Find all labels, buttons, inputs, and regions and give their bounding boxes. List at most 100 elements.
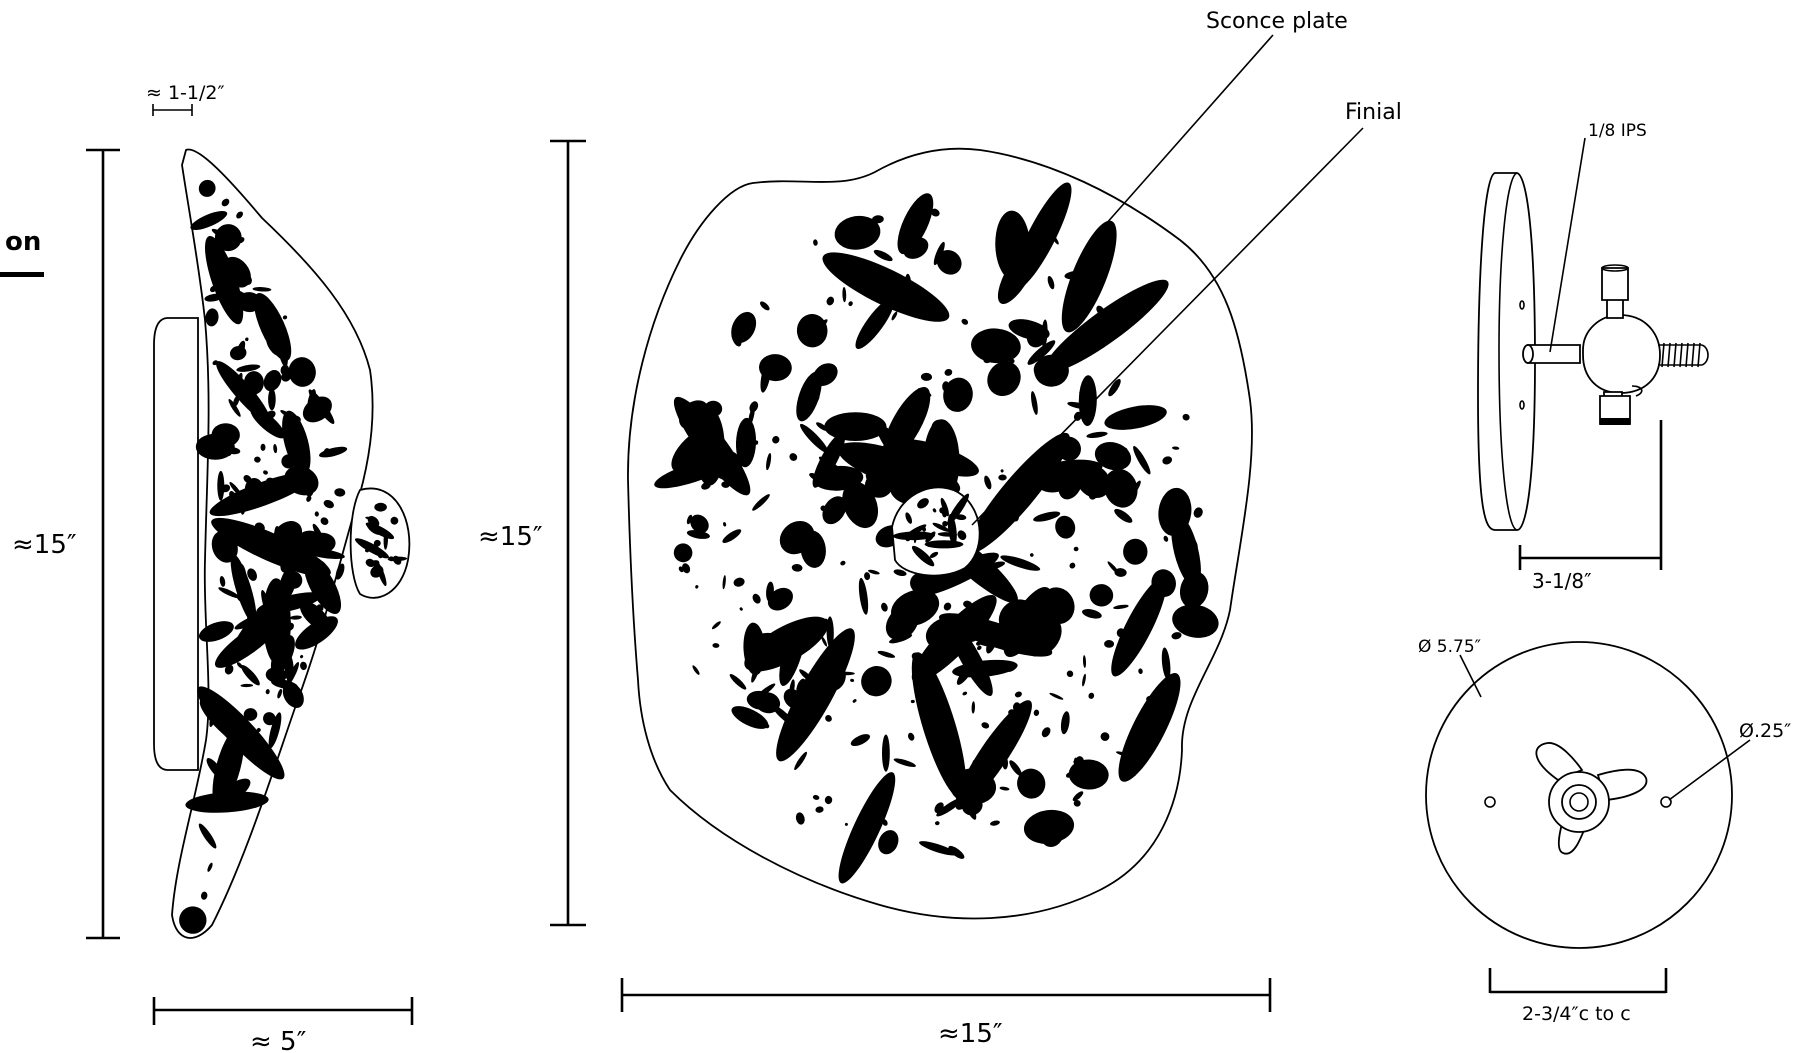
glass-spot xyxy=(1171,632,1182,640)
glass-spot xyxy=(243,274,252,286)
glass-spot xyxy=(1116,751,1132,758)
glass-spot xyxy=(323,499,334,509)
glass-spot xyxy=(1031,391,1038,415)
plate-diameter-leader xyxy=(1459,654,1482,698)
mount-plate-side xyxy=(1477,172,1536,531)
glass-spot xyxy=(268,388,276,411)
crossbar-hub-ring xyxy=(1561,784,1597,820)
glass-spot xyxy=(204,293,224,302)
plate-diameter-label: Ø 5.75″ xyxy=(1418,637,1481,657)
glass-spot xyxy=(911,652,923,663)
glass-spot xyxy=(256,592,322,615)
glass-spot xyxy=(1094,442,1132,471)
glass-spot xyxy=(247,568,257,581)
glass-spot xyxy=(760,301,770,311)
glass-spot xyxy=(840,560,846,566)
mount-depth-dimension xyxy=(1518,420,1663,570)
glass-spot xyxy=(1030,553,1034,557)
glass-spot xyxy=(365,548,369,553)
glass-spot xyxy=(377,552,384,559)
mount-crossbar-body xyxy=(1582,314,1661,394)
mount-spacing-label: 2-3/4″c to c xyxy=(1522,1003,1631,1025)
side-finial-pattern xyxy=(354,502,408,587)
glass-spot xyxy=(748,405,755,427)
glass-spot xyxy=(1113,604,1129,610)
glass-spot xyxy=(390,516,399,525)
glass-spot xyxy=(816,422,828,431)
glass-spot xyxy=(1111,577,1167,677)
glass-spot xyxy=(335,563,345,580)
glass-spot xyxy=(1008,380,1017,390)
glass-spot xyxy=(755,683,776,700)
glass-spot xyxy=(752,593,761,604)
mount-lower-stud-base xyxy=(1600,418,1630,425)
glass-spot xyxy=(1000,469,1004,473)
glass-spot xyxy=(858,577,869,615)
glass-spot xyxy=(897,193,934,255)
glass-spot xyxy=(274,525,283,555)
glass-spot xyxy=(272,339,277,344)
crossbar-center-hole-icon xyxy=(1569,792,1589,812)
glass-spot xyxy=(323,448,331,457)
glass-spot xyxy=(929,551,939,558)
glass-spot xyxy=(998,636,1016,642)
glass-spot xyxy=(1009,760,1022,776)
mount-nipple-end xyxy=(1522,344,1534,364)
glass-spot xyxy=(932,522,951,532)
glass-spot xyxy=(198,179,216,197)
glass-spot xyxy=(241,664,260,686)
glass-spot xyxy=(765,724,770,729)
glass-spot xyxy=(1007,664,1018,672)
glass-spot xyxy=(809,472,823,482)
glass-spot xyxy=(826,296,835,306)
mount-screw-bottom-icon xyxy=(1519,400,1525,410)
glass-spot xyxy=(813,239,818,246)
glass-spot xyxy=(1123,447,1128,452)
glass-spot xyxy=(936,797,963,817)
mount-front-view: Ø 5.75″ Ø.25″ 2-3/4″c to c xyxy=(1418,637,1791,1025)
glass-spot xyxy=(940,497,949,517)
glass-spot xyxy=(1078,375,1097,426)
glass-spot xyxy=(673,543,693,563)
glass-spot xyxy=(952,659,1018,678)
mount-hole-left-icon xyxy=(1484,796,1496,808)
thread-leader xyxy=(1549,137,1586,353)
glass-spot xyxy=(1041,319,1048,348)
glass-spot xyxy=(927,449,935,464)
glass-spot xyxy=(872,215,884,224)
glass-spot xyxy=(190,210,228,231)
glass-spot xyxy=(768,635,773,640)
glass-spot xyxy=(967,432,1070,554)
glass-spot xyxy=(759,354,792,382)
glass-spot xyxy=(1116,307,1124,314)
glass-spot xyxy=(789,453,798,461)
glass-spot xyxy=(229,346,247,361)
glass-spot xyxy=(1088,692,1095,699)
thread-label: 1/8 IPS xyxy=(1588,121,1647,141)
side-glass-pattern xyxy=(179,179,348,934)
glass-spot xyxy=(1162,456,1173,465)
glass-spot xyxy=(250,407,286,439)
glass-spot xyxy=(1040,821,1064,847)
glass-spot xyxy=(289,615,302,620)
glass-spot xyxy=(230,553,257,624)
mount-lower-stud xyxy=(1599,391,1631,425)
glass-spot xyxy=(1056,436,1081,461)
glass-spot xyxy=(984,475,992,490)
glass-spot xyxy=(821,636,828,647)
glass-spot xyxy=(217,470,225,501)
glass-spot xyxy=(273,444,278,454)
glass-spot xyxy=(1044,279,1169,373)
glass-spot xyxy=(908,732,915,741)
glass-spot xyxy=(920,372,933,381)
glass-spot xyxy=(882,734,890,772)
glass-spot xyxy=(943,629,948,635)
glass-spot xyxy=(195,433,235,460)
glass-spot xyxy=(864,572,871,581)
glass-spot xyxy=(1027,612,1043,630)
glass-spot xyxy=(244,477,263,499)
glass-spot xyxy=(848,301,853,307)
glass-spot xyxy=(735,417,757,468)
glass-spot xyxy=(288,357,316,387)
